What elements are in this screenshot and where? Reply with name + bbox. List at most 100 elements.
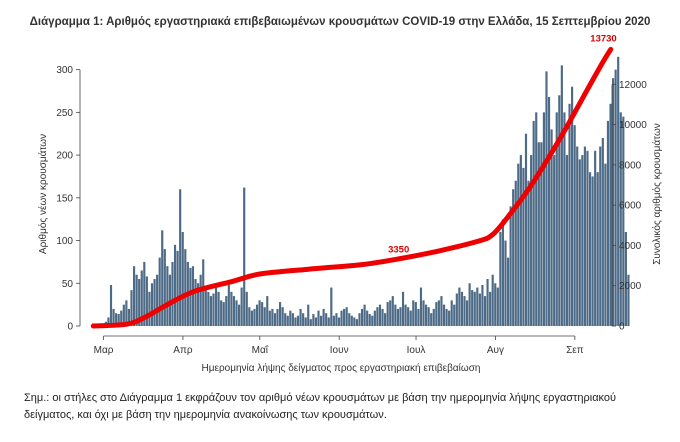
bar	[225, 296, 228, 326]
x-tick-label: Μαΐ	[252, 344, 269, 356]
bar	[294, 317, 297, 326]
bar	[435, 302, 438, 326]
bar	[150, 283, 154, 326]
bar	[138, 279, 141, 326]
bar	[373, 310, 376, 326]
bar	[191, 266, 195, 326]
bar	[253, 308, 256, 326]
bar	[386, 302, 389, 326]
bar	[399, 307, 402, 326]
bar	[463, 296, 466, 326]
bar	[601, 138, 604, 326]
bar	[171, 261, 174, 326]
bar	[348, 313, 351, 326]
bar	[122, 304, 125, 326]
x-tick-label: Ιουλ	[407, 345, 426, 356]
bar	[478, 293, 481, 326]
bar	[302, 313, 305, 326]
bar	[309, 319, 312, 326]
bar	[504, 240, 507, 326]
axes-group: 0 50 100 150 200 250 300 0 2000 4000 6000 8000 10000…	[56, 65, 647, 356]
bar	[130, 290, 133, 326]
bar	[496, 287, 499, 326]
bar	[332, 315, 335, 326]
bar	[627, 274, 630, 326]
bar	[327, 317, 330, 326]
bar	[143, 261, 146, 326]
y2-tick-label: 6000	[619, 201, 642, 212]
bar	[181, 232, 184, 326]
bar	[291, 313, 294, 326]
bar	[565, 155, 569, 326]
bar	[524, 133, 528, 326]
bar	[317, 310, 320, 326]
bar	[412, 300, 415, 326]
bar	[304, 317, 307, 326]
cumulative-line	[90, 46, 614, 329]
bar	[384, 313, 387, 326]
bar	[355, 319, 358, 326]
bar	[458, 287, 461, 326]
bar	[322, 308, 325, 326]
bar	[109, 284, 113, 326]
bar	[409, 310, 412, 326]
bar	[366, 310, 369, 326]
bar	[140, 270, 143, 326]
y2-tick-label: 8000	[619, 160, 642, 171]
bar	[220, 300, 223, 326]
bar	[532, 120, 535, 326]
bar	[197, 283, 200, 326]
bar	[483, 296, 487, 326]
bar	[555, 112, 558, 326]
bar	[271, 308, 274, 326]
y2-tick-label: 12000	[619, 80, 647, 91]
y2-tick-label: 4000	[619, 241, 642, 252]
bar	[560, 65, 563, 327]
bar	[550, 129, 553, 326]
bar	[450, 300, 453, 326]
chart-title: Διάγραμμα 1: Αριθμός εργαστηριακά επιβεβ…	[29, 16, 651, 28]
bar	[166, 266, 169, 326]
x-tick-label: Απρ	[173, 345, 193, 356]
bar	[325, 313, 328, 326]
bar	[617, 56, 620, 326]
y-tick-label: 50	[62, 279, 74, 290]
bar	[350, 315, 353, 326]
bar	[248, 307, 251, 326]
bar	[207, 291, 210, 326]
y2-axis-title: Συνολικός αριθμός κρουσμάτων	[651, 123, 663, 265]
bar	[217, 291, 220, 326]
bar	[404, 304, 407, 326]
bar	[389, 300, 392, 326]
bar	[258, 300, 261, 326]
bar	[371, 315, 374, 326]
bar	[135, 274, 138, 326]
bar	[330, 287, 333, 326]
bar	[568, 103, 571, 326]
bar	[604, 163, 607, 326]
bar	[163, 249, 166, 326]
bar	[243, 187, 246, 326]
y-tick-label: 100	[56, 236, 73, 247]
x-tick-label: Αυγ	[487, 345, 504, 356]
bar	[276, 308, 279, 326]
bar	[522, 167, 525, 326]
bar	[378, 304, 382, 326]
bar	[609, 103, 612, 326]
bar	[432, 308, 435, 326]
bar	[199, 274, 202, 326]
bar	[230, 291, 233, 326]
bar	[453, 304, 456, 326]
bar	[468, 283, 471, 326]
bar	[176, 250, 179, 326]
y-axis-title: Αριθμός νέων κρουσμάτων	[37, 134, 49, 254]
bar	[547, 96, 551, 326]
bar	[335, 313, 338, 326]
bar	[437, 300, 440, 326]
bar	[553, 155, 556, 326]
bar	[250, 310, 253, 326]
bar	[312, 314, 315, 326]
y-tick-label: 200	[56, 151, 73, 162]
bar	[273, 313, 277, 326]
bar	[391, 296, 394, 326]
